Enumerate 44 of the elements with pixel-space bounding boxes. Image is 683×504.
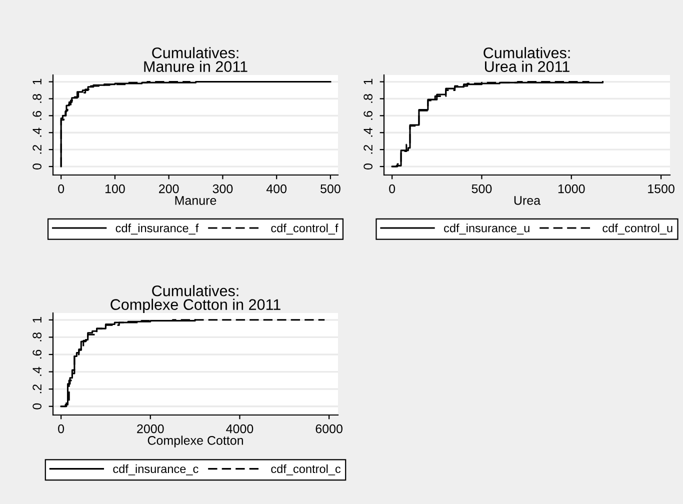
x-tick-label: 500 xyxy=(320,184,340,194)
x-tick-label: 1000 xyxy=(558,184,585,194)
y-tick-label: .8 xyxy=(364,94,372,103)
x-tick-label: 0 xyxy=(58,184,64,194)
x-tick-label: 500 xyxy=(472,184,492,194)
x-axis-title: Manure xyxy=(175,196,216,205)
x-tick-label: 400 xyxy=(266,184,287,194)
legend-label: cdf_control_f xyxy=(271,224,338,235)
y-tick-label: .6 xyxy=(32,111,42,120)
y-tick-label: 1 xyxy=(364,78,372,84)
legend-label: cdf_insurance_u xyxy=(444,224,530,235)
y-tick-label: 1 xyxy=(32,78,42,84)
chart-title: Cumulatives: Complexe Cotton in 2011 xyxy=(110,285,280,313)
x-tick-label: 4000 xyxy=(226,424,254,434)
y-tick-label: .2 xyxy=(364,144,372,154)
y-tick-label: .8 xyxy=(32,332,42,342)
x-tick-label: 0 xyxy=(389,184,396,194)
x-tick-label: 300 xyxy=(212,184,233,194)
x-axis-title: Urea xyxy=(514,196,541,205)
y-tick-label: .2 xyxy=(32,144,42,154)
y-tick-label: .6 xyxy=(364,111,372,120)
y-tick-label: 0 xyxy=(32,164,42,170)
x-axis-title: Complexe Cotton xyxy=(148,436,243,448)
chart-title: Cumulatives: Urea in 2011 xyxy=(484,47,570,72)
y-tick-label: .4 xyxy=(32,366,42,376)
x-tick-label: 0 xyxy=(58,424,64,434)
x-tick-label: 1500 xyxy=(648,184,674,194)
y-tick-label: .4 xyxy=(32,128,42,137)
y-tick-label: .4 xyxy=(364,128,372,137)
y-tick-label: .2 xyxy=(32,384,42,394)
legend-label: cdf_control_u xyxy=(602,224,672,235)
y-tick-label: .8 xyxy=(32,94,42,103)
y-tick-label: 0 xyxy=(32,403,42,410)
legend-label: cdf_control_c xyxy=(271,464,341,476)
x-tick-label: 2000 xyxy=(137,424,164,434)
x-tick-label: 100 xyxy=(105,184,125,194)
x-tick-label: 200 xyxy=(159,184,179,194)
chart-title: Cumulatives: Manure in 2011 xyxy=(144,47,248,72)
y-tick-label: 0 xyxy=(364,164,372,170)
y-tick-label: .6 xyxy=(32,350,42,359)
y-tick-label: 1 xyxy=(32,317,42,322)
x-tick-label: 6000 xyxy=(316,424,342,434)
legend-label: cdf_insurance_f xyxy=(116,224,199,235)
legend-label: cdf_insurance_c xyxy=(113,464,198,476)
